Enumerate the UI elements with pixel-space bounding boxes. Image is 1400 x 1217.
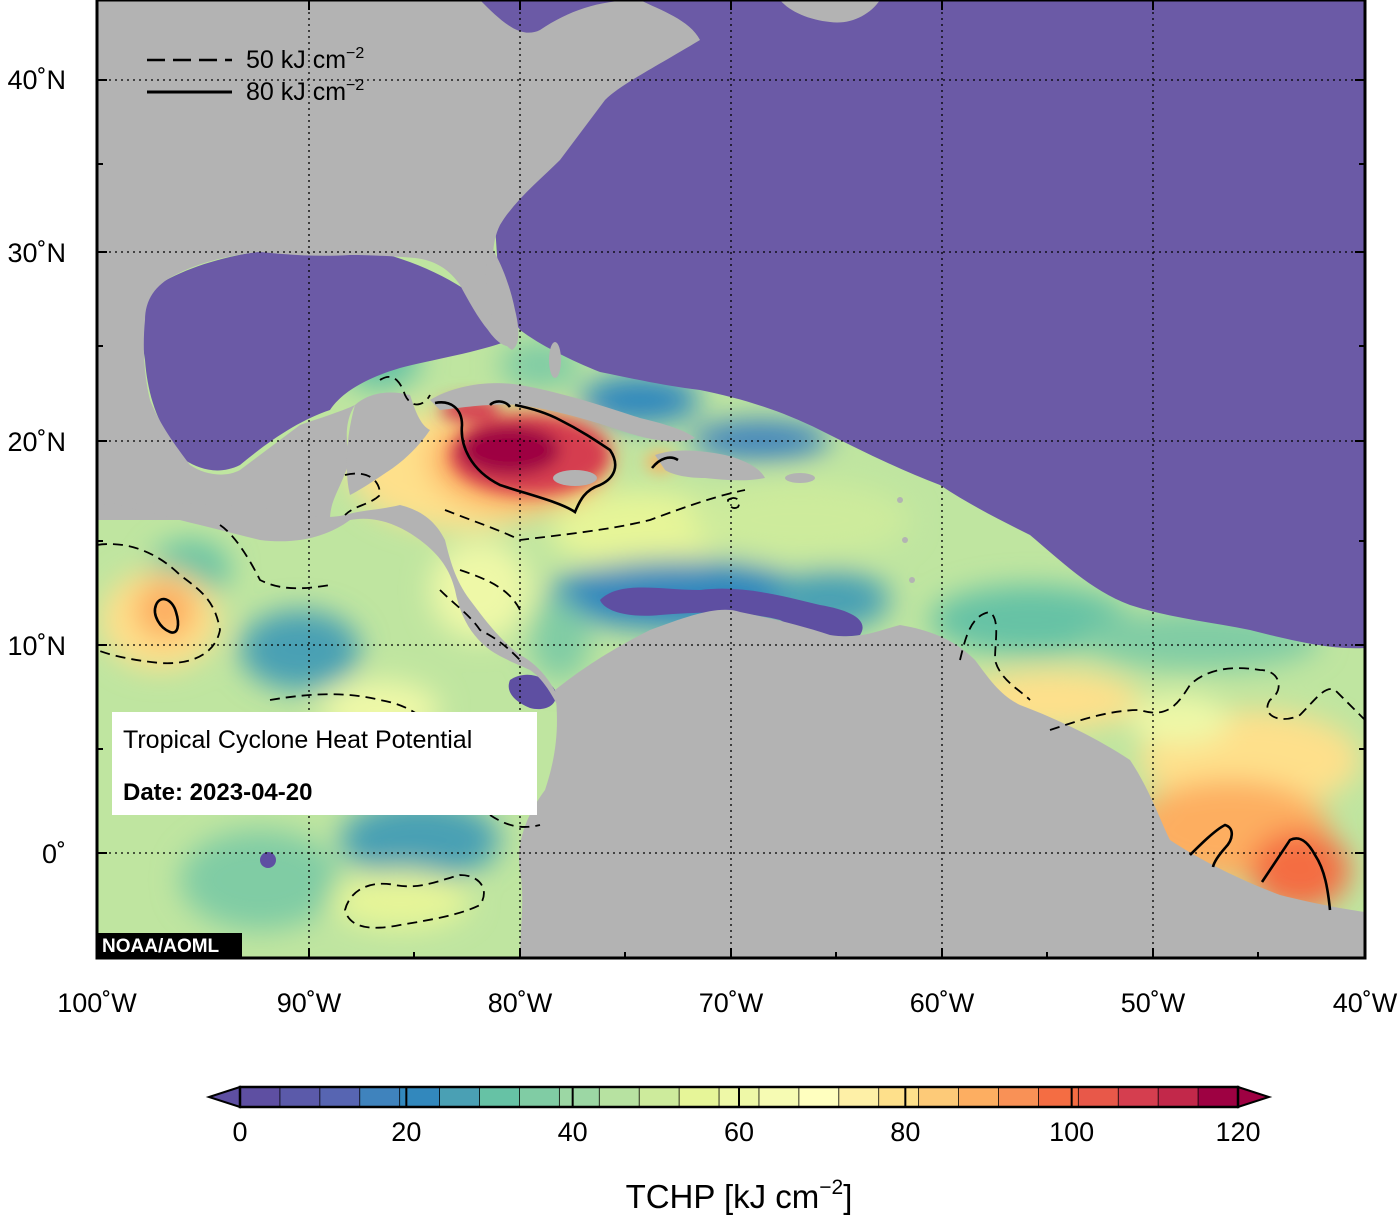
lon-label: 50˚W (1121, 988, 1186, 1018)
colorbar-cells (240, 1087, 1239, 1107)
colorbar-cell (319, 1087, 361, 1107)
colorbar-left-arrow (205, 1085, 241, 1109)
colorbar-cell (399, 1087, 441, 1107)
colorbar-cell (958, 1087, 999, 1107)
lat-labels: 40˚N 30˚N 20˚N 10˚N 0˚ (7, 65, 66, 869)
lat-label: 40˚N (7, 65, 66, 95)
colorbar-tick-label: 40 (558, 1117, 588, 1147)
info-box: Tropical Cyclone Heat Potential Date: 20… (112, 712, 537, 815)
colorbar-cell (439, 1087, 481, 1107)
lon-label: 40˚W (1333, 988, 1398, 1018)
bahamas (549, 342, 561, 378)
colorbar-cell (359, 1087, 401, 1107)
colorbar-cell (639, 1087, 680, 1107)
colorbar-cell (758, 1087, 800, 1107)
colorbar-cell (918, 1087, 960, 1107)
colorbar-right-arrow (1237, 1085, 1273, 1109)
colorbar-cell (599, 1087, 640, 1107)
contour-legend: 50 kJ cm−2 80 kJ cm−2 (147, 45, 364, 106)
colorbar-tick-label: 60 (724, 1117, 754, 1147)
north-america (97, 0, 700, 520)
colorbar-cell (838, 1087, 880, 1107)
atlantic-cold-water (480, 0, 1365, 649)
colorbar-cell (679, 1087, 720, 1107)
lon-label: 60˚W (910, 988, 975, 1018)
contour-80 (153, 400, 1332, 911)
colorbar-cell (1158, 1087, 1199, 1107)
colorbar-cell (279, 1087, 321, 1107)
colorbar-tick-label: 100 (1049, 1117, 1094, 1147)
cuba (430, 383, 695, 442)
lat-label: 20˚N (7, 427, 66, 457)
nova-scotia (780, 0, 880, 23)
legend-dashed-label: 50 kJ cm−2 (246, 45, 364, 74)
colorbar-cell (519, 1087, 560, 1107)
colorbar-cell (1078, 1087, 1119, 1107)
colorbar-cell (240, 1087, 281, 1107)
colorbar-cell (1038, 1087, 1079, 1107)
lon-label: 100˚W (57, 988, 137, 1018)
colorbar-cell (1198, 1087, 1239, 1107)
colorbar-tick-label: 20 (391, 1117, 421, 1147)
colorbar-cell (479, 1087, 520, 1107)
colorbar-cell (798, 1087, 840, 1107)
lon-label: 70˚W (699, 988, 764, 1018)
hispaniola (655, 450, 765, 481)
gulf-cold-water (142, 246, 510, 471)
colorbar-cell (878, 1087, 920, 1107)
info-box-bg (112, 712, 537, 815)
lat-label: 10˚N (7, 631, 66, 661)
pacific-cold-patch (260, 852, 276, 868)
lat-label: 30˚N (7, 238, 66, 268)
legend-solid-label: 80 kJ cm−2 (246, 77, 364, 106)
colorbar-cell (559, 1087, 600, 1107)
lon-labels: 100˚W 90˚W 80˚W 70˚W 60˚W 50˚W 40˚W (57, 988, 1398, 1018)
lon-label: 80˚W (488, 988, 553, 1018)
lon-label: 90˚W (277, 988, 342, 1018)
colorbar-tick-label: 0 (232, 1117, 247, 1147)
central-america (97, 500, 565, 720)
colorbar-tick-label: 80 (890, 1117, 920, 1147)
info-box-date: Date: 2023-04-20 (123, 779, 312, 806)
lat-label: 0˚ (42, 839, 66, 869)
yucatan (346, 392, 430, 495)
lesser-antilles (897, 497, 903, 503)
colorbar-tick-label: 120 (1215, 1117, 1260, 1147)
colorbar-title: TCHP [kJ cm−2] (626, 1176, 853, 1215)
colorbar: 0 20 40 60 80 100 120 TCHP [kJ cm−2] (205, 1085, 1273, 1215)
puerto-rico (785, 473, 815, 483)
info-box-title: Tropical Cyclone Heat Potential (123, 726, 472, 754)
colorbar-cell (998, 1087, 1039, 1107)
colorbar-cell (1118, 1087, 1159, 1107)
credit-text: NOAA/AOML (102, 936, 220, 957)
credit-bg (98, 933, 242, 957)
florida (485, 245, 519, 350)
jamaica (553, 470, 597, 486)
credit-badge: NOAA/AOML (98, 933, 242, 957)
colorbar-ticks: 0 20 40 60 80 100 120 (232, 1087, 1261, 1147)
